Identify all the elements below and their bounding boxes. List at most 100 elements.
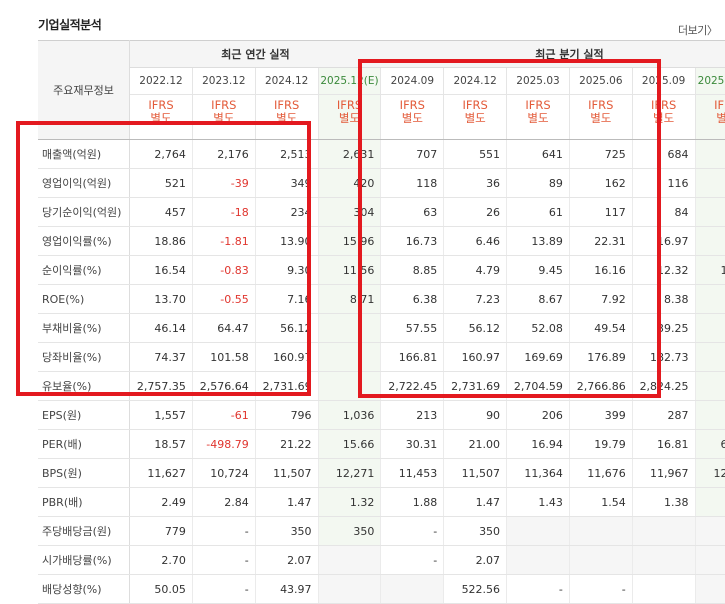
- ifrs-basis: 별도: [276, 111, 298, 125]
- ifrs-basis: 별도: [527, 111, 549, 125]
- data-cell: 2,731.69: [254, 371, 319, 401]
- data-cell: 684: [631, 139, 696, 169]
- data-cell: 56.12: [443, 313, 507, 343]
- data-cell: 522.56: [443, 574, 507, 604]
- table-row: 당기순이익(억원)457-182343046326611178469: [38, 197, 725, 227]
- data-cell: -498.79: [191, 429, 256, 459]
- data-cell: [568, 545, 633, 575]
- data-cell: 116: [631, 168, 696, 198]
- row-label: 매출액(억원): [38, 139, 131, 169]
- data-cell: 74.37: [129, 342, 193, 372]
- data-cell: 13.89: [506, 226, 570, 256]
- ifrs-standard: IFRS: [525, 98, 551, 112]
- ifrs-standard: IFRS: [588, 98, 614, 112]
- data-cell: -0.83: [191, 255, 256, 285]
- data-cell: 16.16: [568, 255, 633, 285]
- data-cell: 176.89: [568, 342, 633, 372]
- data-cell: 707: [380, 139, 444, 169]
- data-cell: [568, 516, 633, 546]
- data-cell: 8.71: [317, 284, 381, 314]
- data-cell: 2,824.25: [631, 371, 696, 401]
- data-cell: 2.49: [129, 487, 193, 517]
- data-cell: 36: [443, 168, 507, 198]
- ifrs-basis: 별도: [213, 111, 235, 125]
- data-cell: 10,724: [191, 458, 256, 488]
- data-cell: 12.32: [631, 255, 696, 285]
- data-cell: -: [380, 516, 444, 546]
- section-title: 기업실적분석: [38, 18, 102, 32]
- data-cell: 304: [317, 197, 381, 227]
- data-cell: 2,576.64: [191, 371, 256, 401]
- data-cell: [380, 574, 444, 604]
- ifrs-standard: IFRS: [148, 98, 174, 112]
- data-cell: 101.58: [191, 342, 256, 372]
- ifrs-basis: 별도: [338, 111, 361, 125]
- data-cell: -61: [191, 400, 256, 430]
- data-cell: 2,176: [191, 139, 256, 169]
- data-cell: 160.97: [254, 342, 319, 372]
- data-cell: 8.38: [631, 284, 696, 314]
- row-label: EPS(원): [38, 400, 131, 430]
- data-cell: 169.69: [506, 342, 570, 372]
- data-cell: -18: [191, 197, 256, 227]
- data-cell: 84: [631, 197, 696, 227]
- data-cell: 43.97: [254, 574, 319, 604]
- data-cell: 61: [506, 197, 570, 227]
- ifrs-basis: 별도: [653, 111, 675, 125]
- data-cell: 160.97: [443, 342, 507, 372]
- data-cell: 1,557: [129, 400, 193, 430]
- data-cell: 641: [506, 139, 570, 169]
- row-label: 당좌비율(%): [38, 342, 131, 372]
- row-label: BPS(원): [38, 458, 131, 488]
- ifrs-standard: IFRS: [399, 98, 425, 112]
- period-header: 2025.03: [506, 67, 570, 95]
- data-cell: 457: [129, 197, 193, 227]
- data-cell: 21.00: [443, 429, 507, 459]
- ifrs-header-row: IFRS 별도 IFRS 별도 IFRS 별도 IFRS 별도 IFRS 별도 IFRS 별도 IFRS…: [38, 94, 725, 140]
- row-label: 유보율(%): [38, 371, 131, 401]
- data-cell: -: [191, 516, 256, 546]
- data-cell: 16.73: [380, 226, 444, 256]
- data-cell: 2.07: [254, 545, 319, 575]
- period-header: 2025.09: [631, 67, 696, 95]
- data-cell: 18.86: [129, 226, 193, 256]
- ifrs-standard: IFRS: [714, 98, 725, 112]
- data-cell: 9.45: [506, 255, 570, 285]
- data-cell: 15.96: [317, 226, 381, 256]
- row-label: 영업이익률(%): [38, 226, 131, 256]
- data-cell: 90: [443, 400, 507, 430]
- more-link[interactable]: 더보기〉: [678, 24, 718, 37]
- period-header: 2024.12: [443, 67, 507, 95]
- data-cell: 1,036: [317, 400, 381, 430]
- data-cell: 22.31: [568, 226, 633, 256]
- data-cell: [317, 545, 381, 575]
- data-cell: 52.08: [506, 313, 570, 343]
- ifrs-basis: 별도: [150, 111, 172, 125]
- table-row: 배당성향(%) 50.05-43.97 522.56- -: [38, 574, 725, 604]
- data-cell: 16.54: [129, 255, 193, 285]
- data-cell: -1.81: [191, 226, 256, 256]
- data-cell: 287: [631, 400, 696, 430]
- data-cell: 55: [694, 168, 725, 198]
- data-cell: [694, 342, 725, 372]
- data-cell: 15.66: [317, 429, 381, 459]
- quarter-group-header: 최근 분기 실적: [380, 40, 725, 68]
- data-cell: 13.90: [254, 226, 319, 256]
- data-cell: 350: [317, 516, 381, 546]
- data-cell: 9.35: [694, 226, 725, 256]
- row-label: 영업이익(억원): [38, 168, 131, 198]
- data-cell: [317, 371, 381, 401]
- data-cell: 2.07: [443, 545, 507, 575]
- data-cell: 182.73: [631, 342, 696, 372]
- data-cell: -: [568, 574, 633, 604]
- data-cell: [317, 342, 381, 372]
- data-cell: 1.88: [380, 487, 444, 517]
- data-cell: 12,271: [317, 458, 381, 488]
- data-cell: 18.57: [129, 429, 193, 459]
- data-cell: 725: [568, 139, 633, 169]
- corner-header: 주요재무정보: [38, 40, 131, 140]
